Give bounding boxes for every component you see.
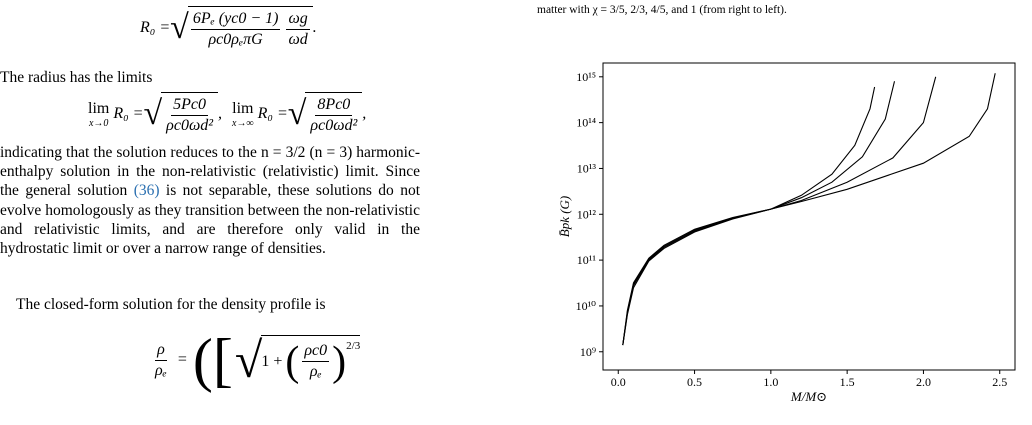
y-tick-label: 10¹⁴ xyxy=(576,116,596,130)
x-axis-label: M/M⊙ xyxy=(790,389,827,404)
eq-text: x→0 xyxy=(88,117,109,129)
eq-text: R₀ = xyxy=(113,105,144,122)
eq-text: 2/3 xyxy=(346,339,361,352)
y-tick-label: 10¹⁵ xyxy=(576,70,596,84)
equation-radius: R₀ = √ 6Pₑ (yc0 − 1) ρc0ρₑπG ωg ωd . xyxy=(140,6,317,50)
y-tick-label: 10¹² xyxy=(577,207,597,221)
eq-text: ρₑ xyxy=(155,361,167,379)
eq-text: R₀ = xyxy=(257,105,288,122)
caption: matter with χ = 3/5, 2/3, 4/5, and 1 (fr… xyxy=(537,4,787,16)
x-tick-label: 1.5 xyxy=(840,375,855,389)
eq-text: = xyxy=(177,351,187,368)
eq-text: lim xyxy=(88,99,110,117)
eq-text: ρ xyxy=(155,340,167,361)
x-tick-label: 1.0 xyxy=(763,375,778,389)
text: is not separable, these solutions do not… xyxy=(0,182,420,258)
series-line xyxy=(622,76,937,346)
eq-text: ρc0 xyxy=(302,341,330,362)
y-tick-label: 10¹³ xyxy=(577,161,597,175)
paragraph: The closed-form solution for the density… xyxy=(16,296,326,313)
y-tick-label: 10⁹ xyxy=(580,345,596,359)
equation-limits: lim x→0 R₀ = √ 5Pc0 ρc0ωd² , lim x→∞ R₀ = √… xyxy=(88,92,366,136)
y-axis-label: B̄pk (G) xyxy=(557,196,572,238)
eq-text: ρc0ωd² xyxy=(310,117,358,134)
equation-density: ρ ρₑ = ( [ √ 1 + ( ρc0 ρₑ ) 2/3 xyxy=(155,327,361,393)
x-tick-label: 0.5 xyxy=(687,375,702,389)
eq-text: ρₑ xyxy=(309,363,322,380)
eq-text: x→∞ xyxy=(232,117,254,129)
plot-frame xyxy=(602,62,1016,371)
eq-text: ρc0ρₑπG xyxy=(208,31,263,48)
eq-text: ( xyxy=(192,327,213,393)
eq-text: R₀ = xyxy=(140,19,171,36)
series-line xyxy=(622,86,876,346)
y-tick-label: 10¹¹ xyxy=(577,253,597,267)
eq-text: , xyxy=(218,105,223,122)
series-line xyxy=(622,81,896,346)
eq-text: 6Pₑ (yc0 − 1) xyxy=(190,9,281,30)
eq-text: 5Pc0 xyxy=(171,95,209,116)
eq-text: [ xyxy=(212,327,233,393)
x-tick-label: 2.5 xyxy=(992,375,1007,389)
eq-text: , xyxy=(362,105,367,122)
radicand: 6Pₑ (yc0 − 1) ρc0ρₑπG ωg ωd xyxy=(187,6,313,50)
x-tick-label: 0.0 xyxy=(611,375,626,389)
reference-link[interactable]: (36) xyxy=(133,182,160,200)
eq-text: ρc0ωd² xyxy=(166,117,214,134)
sqrt: √ xyxy=(170,9,189,46)
text: indicating that the solution reduces to … xyxy=(0,144,420,200)
eq-text: 1 + xyxy=(261,352,283,370)
series-line xyxy=(622,73,996,346)
eq-text: . xyxy=(312,19,317,36)
x-tick-label: 2.0 xyxy=(916,375,931,389)
paragraph: indicating that the solution reduces to … xyxy=(0,143,420,258)
eq-text: ωd xyxy=(288,31,308,48)
eq-text: ωg xyxy=(286,9,310,30)
y-tick-label: 10¹⁰ xyxy=(576,299,597,313)
eq-text: lim xyxy=(232,99,254,117)
paragraph: The radius has the limits xyxy=(0,69,153,86)
eq-text: 8Pc0 xyxy=(315,95,353,116)
